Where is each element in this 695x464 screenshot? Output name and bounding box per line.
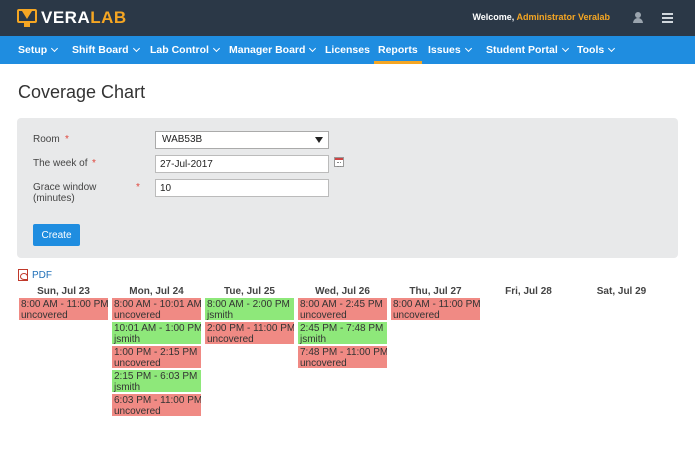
shift-assignee: uncovered — [114, 358, 161, 368]
nav-item-student-portal[interactable]: Student Portal — [486, 36, 569, 64]
day-header: Tue, Jul 25 — [224, 286, 275, 297]
nav-item-label: Setup — [18, 44, 48, 56]
nav-item-manager-board[interactable]: Manager Board — [229, 36, 317, 64]
pdf-link-label[interactable]: PDF — [32, 269, 52, 281]
uncovered-shift-block[interactable]: 8:00 AM - 2:45 PM uncovered — [298, 298, 387, 320]
shift-time: 2:00 PM - 11:00 PM — [207, 323, 294, 334]
pdf-file-icon — [18, 269, 28, 281]
chevron-down-icon — [464, 44, 472, 53]
room-select[interactable]: WAB53B — [155, 131, 329, 149]
shift-assignee: jsmith — [300, 334, 327, 344]
chevron-down-icon — [51, 44, 59, 53]
monitor-logo-icon — [17, 9, 37, 27]
uncovered-shift-block[interactable]: 6:03 PM - 11:00 PM uncovered — [112, 394, 201, 416]
logo-text-vera: VERA — [41, 8, 91, 27]
nav-item-label: Tools — [577, 44, 605, 56]
nav-item-lab-control[interactable]: Lab Control — [150, 36, 220, 64]
week-label: The week of — [33, 158, 88, 169]
uncovered-shift-block[interactable]: 2:00 PM - 11:00 PM uncovered — [205, 322, 294, 344]
hamburger-menu-icon[interactable] — [662, 13, 673, 23]
create-button[interactable]: Create — [33, 224, 80, 246]
shift-time: 2:45 PM - 7:48 PM — [300, 323, 384, 334]
nav-item-setup[interactable]: Setup — [18, 36, 59, 64]
shift-assignee: uncovered — [207, 334, 254, 344]
day-header: Mon, Jul 24 — [129, 286, 184, 297]
shift-time: 2:15 PM - 6:03 PM — [114, 371, 198, 382]
nav-item-tools[interactable]: Tools — [577, 36, 616, 64]
room-label: Room — [33, 134, 60, 145]
covered-shift-block[interactable]: 2:15 PM - 6:03 PM jsmith — [112, 370, 201, 392]
day-header: Sun, Jul 23 — [37, 286, 90, 297]
shift-time: 8:00 AM - 11:00 PM — [21, 299, 108, 310]
covered-shift-block[interactable]: 10:01 AM - 1:00 PM jsmith — [112, 322, 201, 344]
shift-assignee: uncovered — [393, 310, 440, 320]
room-required-mark: * — [65, 134, 69, 145]
day-header: Thu, Jul 27 — [409, 286, 462, 297]
shift-assignee: uncovered — [21, 310, 68, 320]
shift-time: 8:00 AM - 11:00 PM — [393, 299, 480, 310]
nav-item-label: Manager Board — [229, 44, 306, 56]
grace-label-line1: Grace window — [33, 182, 97, 193]
pdf-export-link[interactable]: PDF — [18, 269, 52, 281]
logo-text-lab: LAB — [90, 8, 127, 27]
shift-assignee: uncovered — [114, 406, 161, 416]
shift-time: 1:00 PM - 2:15 PM — [114, 347, 198, 358]
grace-required-mark: * — [136, 182, 140, 193]
veralab-logo[interactable]: VERALAB — [17, 8, 127, 28]
chevron-down-icon — [561, 44, 569, 53]
shift-assignee: uncovered — [300, 310, 347, 320]
week-date-input[interactable] — [155, 155, 329, 173]
nav-item-reports[interactable]: Reports — [374, 36, 422, 64]
grace-label-line2: (minutes) — [33, 193, 75, 204]
nav-item-label: Shift Board — [72, 44, 129, 56]
day-header: Sat, Jul 29 — [596, 286, 647, 297]
chevron-down-icon — [212, 44, 220, 53]
calendar-icon[interactable] — [334, 157, 344, 167]
current-user-name[interactable]: Administrator Veralab — [516, 12, 610, 22]
welcome-message: Welcome, Administrator Veralab — [472, 12, 610, 22]
page-title: Coverage Chart — [18, 82, 146, 102]
chevron-down-icon — [132, 44, 140, 53]
shift-time: 8:00 AM - 10:01 AM — [114, 299, 201, 310]
top-bar: VERALAB Welcome, Administrator Veralab — [0, 0, 695, 36]
nav-item-label: Licenses — [325, 44, 370, 56]
shift-assignee: jsmith — [114, 334, 141, 344]
nav-item-shift-board[interactable]: Shift Board — [72, 36, 140, 64]
chevron-down-icon — [309, 44, 317, 53]
covered-shift-block[interactable]: 2:45 PM - 7:48 PM jsmith — [298, 322, 387, 344]
shift-time: 10:01 AM - 1:00 PM — [114, 323, 201, 334]
grace-window-input[interactable] — [155, 179, 329, 197]
shift-assignee: jsmith — [114, 382, 141, 392]
user-profile-icon[interactable] — [632, 12, 644, 24]
day-header: Wed, Jul 26 — [315, 286, 370, 297]
uncovered-shift-block[interactable]: 7:48 PM - 11:00 PM uncovered — [298, 346, 387, 368]
shift-time: 6:03 PM - 11:00 PM — [114, 395, 201, 406]
room-select-value: WAB53B — [162, 134, 203, 145]
day-header: Fri, Jul 28 — [505, 286, 552, 297]
nav-item-label: Lab Control — [150, 44, 209, 56]
logo-text: VERALAB — [41, 8, 127, 28]
nav-item-label: Student Portal — [486, 44, 558, 56]
nav-item-label: Reports — [378, 44, 418, 56]
nav-item-issues[interactable]: Issues — [428, 36, 472, 64]
main-nav: Setup Shift Board Lab Control Manager Board… — [0, 36, 695, 64]
shift-time: 7:48 PM - 11:00 PM — [300, 347, 387, 358]
uncovered-shift-block[interactable]: 8:00 AM - 10:01 AM uncovered — [112, 298, 201, 320]
nav-item-label: Issues — [428, 44, 461, 56]
shift-assignee: uncovered — [300, 358, 347, 368]
shift-time: 8:00 AM - 2:45 PM — [300, 299, 383, 310]
welcome-prefix: Welcome, — [472, 12, 517, 22]
nav-item-licenses[interactable]: Licenses — [325, 36, 370, 64]
week-required-mark: * — [92, 158, 96, 169]
uncovered-shift-block[interactable]: 8:00 AM - 11:00 PM uncovered — [19, 298, 108, 320]
uncovered-shift-block[interactable]: 8:00 AM - 11:00 PM uncovered — [391, 298, 480, 320]
shift-time: 8:00 AM - 2:00 PM — [207, 299, 290, 310]
chevron-down-icon — [608, 44, 616, 53]
dropdown-arrow-icon — [315, 137, 323, 143]
shift-assignee: uncovered — [114, 310, 161, 320]
uncovered-shift-block[interactable]: 1:00 PM - 2:15 PM uncovered — [112, 346, 201, 368]
shift-assignee: jsmith — [207, 310, 234, 320]
covered-shift-block[interactable]: 8:00 AM - 2:00 PM jsmith — [205, 298, 294, 320]
report-form-panel — [17, 118, 678, 258]
